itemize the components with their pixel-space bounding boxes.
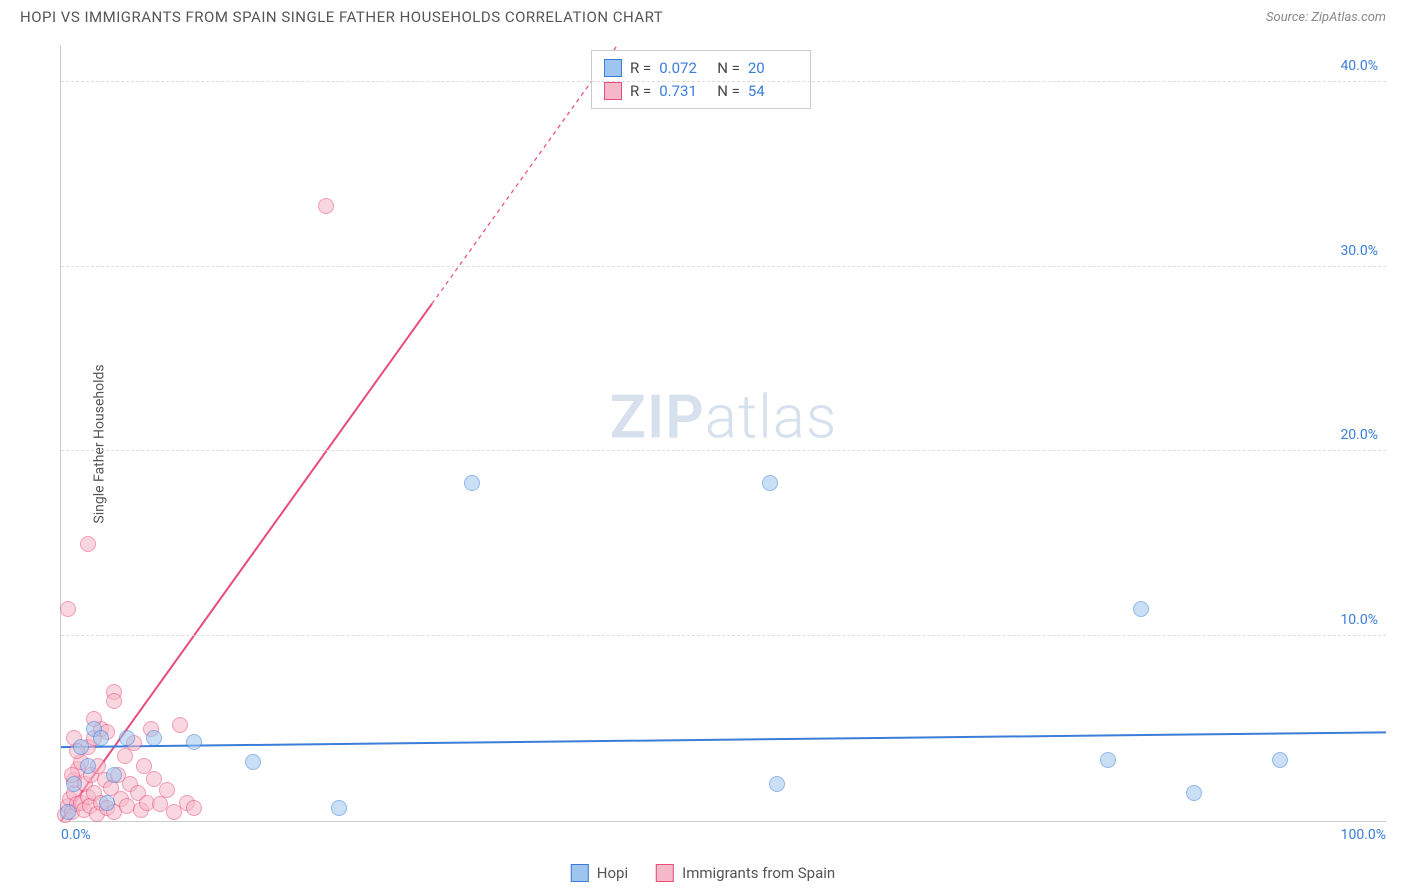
- stat-n-label: N =: [717, 80, 740, 103]
- data-point: [73, 739, 89, 755]
- data-point: [119, 730, 135, 746]
- chart-title: HOPI VS IMMIGRANTS FROM SPAIN SINGLE FAT…: [20, 8, 663, 26]
- data-point: [146, 771, 162, 787]
- swatch-hopi: [604, 59, 622, 77]
- chart-area: Single Father Households ZIPatlas R = 0.…: [50, 45, 1386, 842]
- gridline: [61, 266, 1386, 267]
- stat-r-label: R =: [630, 80, 651, 103]
- data-point: [99, 795, 115, 811]
- data-point: [245, 754, 261, 770]
- y-tick-label: 30.0%: [1340, 243, 1378, 259]
- data-point: [106, 693, 122, 709]
- stat-n-hopi: 20: [748, 57, 798, 80]
- gridline: [61, 81, 1386, 82]
- data-point: [66, 776, 82, 792]
- data-point: [1272, 752, 1288, 768]
- data-point: [1186, 785, 1202, 801]
- data-point: [464, 475, 480, 491]
- data-point: [80, 758, 96, 774]
- data-point: [159, 782, 175, 798]
- gridline: [61, 450, 1386, 451]
- legend-swatch-hopi: [571, 864, 589, 882]
- x-tick-label: 100.0%: [1341, 827, 1386, 843]
- watermark-zip: ZIP: [610, 382, 705, 453]
- data-point: [146, 730, 162, 746]
- data-point: [186, 734, 202, 750]
- watermark-atlas: atlas: [705, 382, 838, 453]
- y-tick-label: 10.0%: [1340, 612, 1378, 628]
- stats-row-hopi: R = 0.072 N = 20: [604, 57, 798, 80]
- y-tick-label: 20.0%: [1340, 427, 1378, 443]
- source-label: Source: ZipAtlas.com: [1266, 10, 1386, 25]
- data-point: [186, 800, 202, 816]
- legend-swatch-spain: [656, 864, 674, 882]
- data-point: [106, 767, 122, 783]
- data-point: [762, 475, 778, 491]
- y-tick-label: 40.0%: [1340, 58, 1378, 74]
- watermark: ZIPatlas: [610, 382, 838, 453]
- legend-label-spain: Immigrants from Spain: [682, 864, 835, 882]
- trend-lines: [61, 45, 1386, 821]
- legend-item-hopi: Hopi: [571, 864, 628, 882]
- bottom-legend: Hopi Immigrants from Spain: [571, 864, 835, 882]
- stat-r-label: R =: [630, 57, 651, 80]
- swatch-spain: [604, 82, 622, 100]
- legend-item-spain: Immigrants from Spain: [656, 864, 835, 882]
- data-point: [1100, 752, 1116, 768]
- data-point: [60, 804, 76, 820]
- stats-box: R = 0.072 N = 20 R = 0.731 N = 54: [591, 50, 811, 109]
- data-point: [1133, 601, 1149, 617]
- data-point: [80, 536, 96, 552]
- stat-r-hopi: 0.072: [659, 57, 709, 80]
- stat-r-spain: 0.731: [659, 80, 709, 103]
- legend-label-hopi: Hopi: [597, 864, 628, 882]
- stat-n-label: N =: [717, 57, 740, 80]
- gridline: [61, 635, 1386, 636]
- data-point: [93, 730, 109, 746]
- plot-region: ZIPatlas R = 0.072 N = 20 R = 0.731 N = …: [60, 45, 1386, 822]
- data-point: [318, 198, 334, 214]
- data-point: [769, 776, 785, 792]
- stat-n-spain: 54: [748, 80, 798, 103]
- data-point: [172, 717, 188, 733]
- x-tick-label: 0.0%: [61, 827, 91, 843]
- data-point: [331, 800, 347, 816]
- data-point: [60, 601, 76, 617]
- stats-row-spain: R = 0.731 N = 54: [604, 80, 798, 103]
